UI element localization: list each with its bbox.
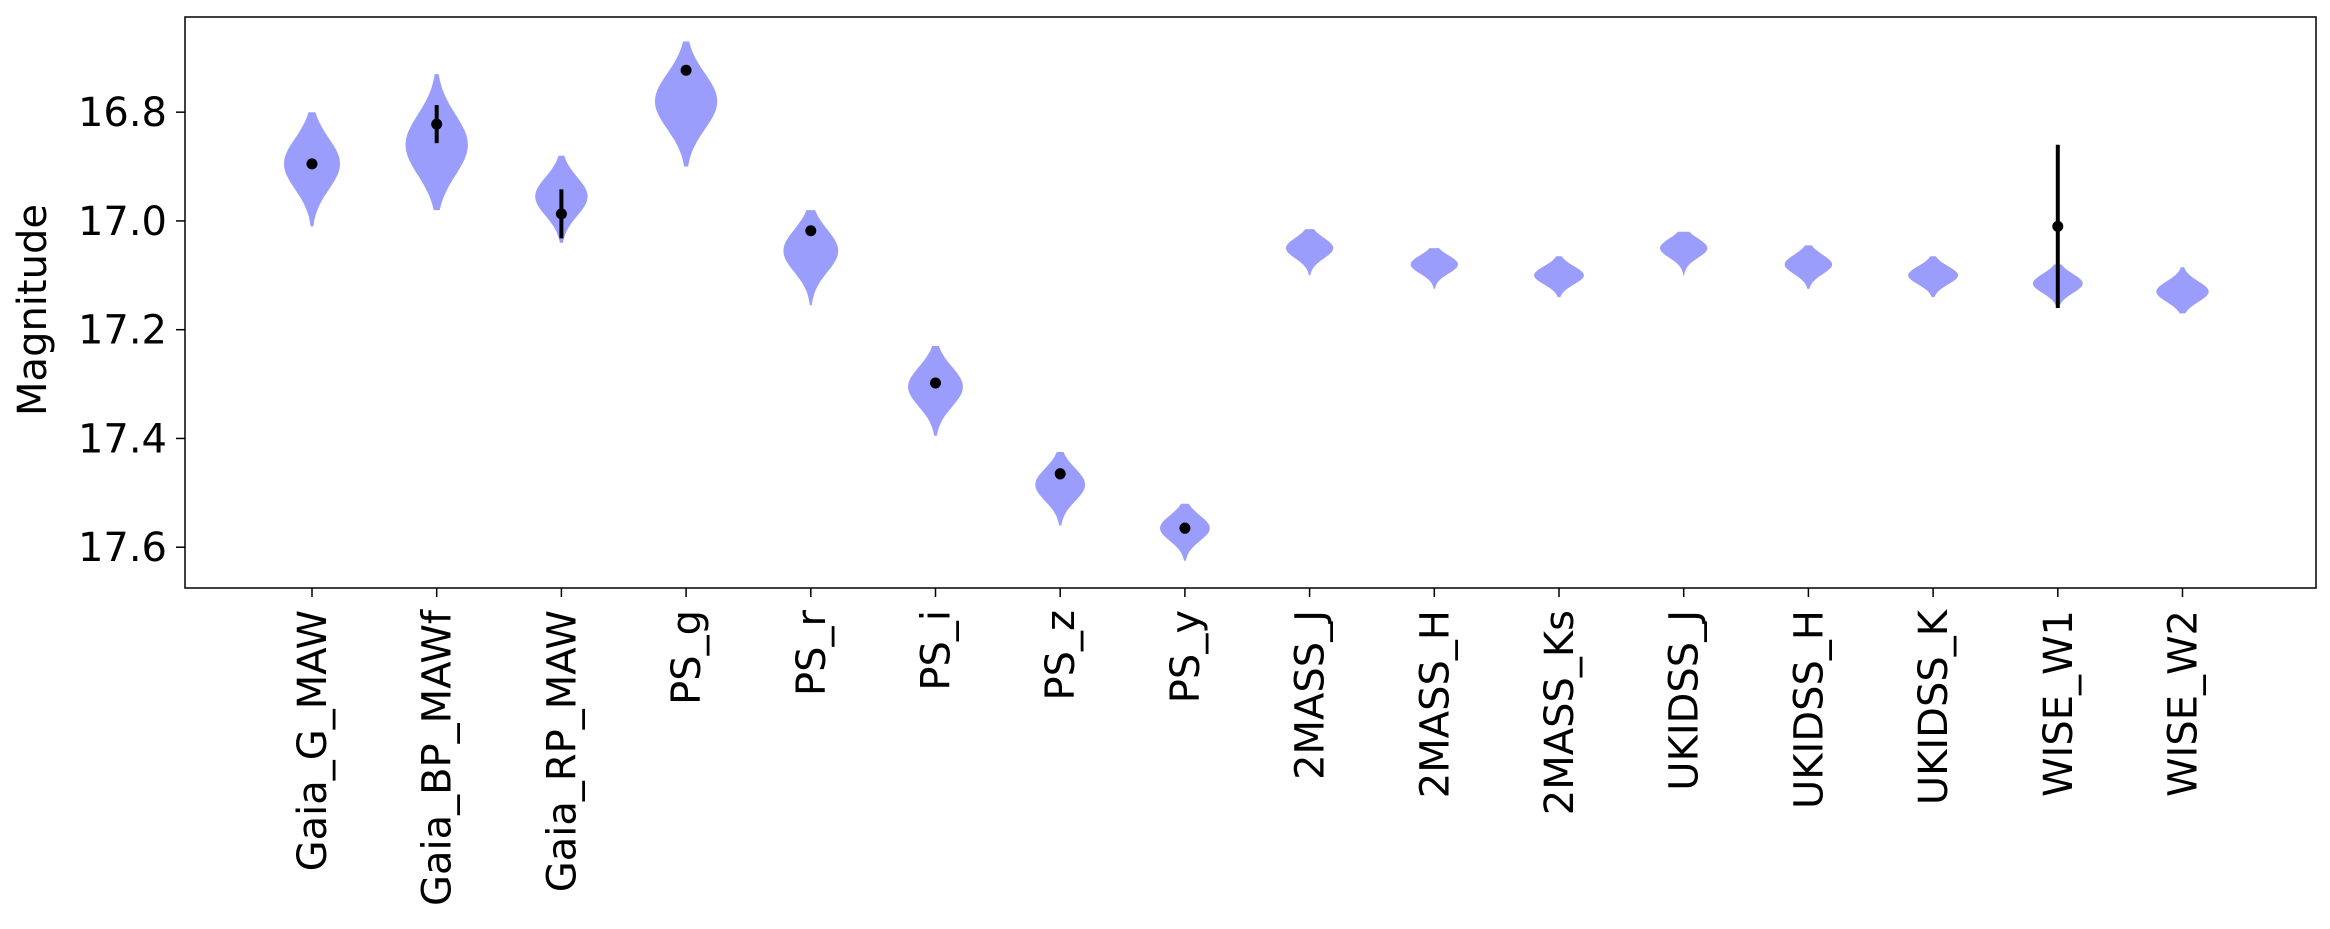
violin-PS_z bbox=[1035, 452, 1086, 526]
y-tick-label: 16.8 bbox=[78, 90, 167, 136]
violins-layer bbox=[283, 41, 2209, 561]
y-tick-label: 17.0 bbox=[78, 199, 167, 245]
x-tick-label-2MASS_H: 2MASS_H bbox=[1412, 610, 1458, 798]
point-PS_i bbox=[930, 377, 941, 389]
point-PS_z bbox=[1054, 468, 1066, 480]
x-tick-label-Gaia_G_MAW: Gaia_G_MAW bbox=[290, 610, 336, 871]
x-tick-label-WISE_W2: WISE_W2 bbox=[2161, 610, 2207, 797]
violin-UKIDSS_K bbox=[1908, 256, 1958, 298]
x-tick-label-UKIDSS_J: UKIDSS_J bbox=[1662, 610, 1708, 791]
point-Gaia_RP_MAW bbox=[555, 208, 567, 220]
point-Gaia_G_MAW bbox=[306, 158, 318, 170]
y-tick-label: 17.4 bbox=[78, 416, 167, 462]
y-tick-label: 17.2 bbox=[78, 308, 167, 354]
point-PS_g bbox=[680, 64, 692, 76]
violin-UKIDSS_J bbox=[1660, 231, 1708, 276]
plot-frame bbox=[184, 16, 2317, 589]
x-tick-label-PS_y: PS_y bbox=[1163, 610, 1209, 703]
points-layer bbox=[306, 64, 2064, 534]
x-tick-label-PS_g: PS_g bbox=[664, 610, 710, 705]
point-PS_y bbox=[1179, 522, 1191, 534]
y-axis-ticks: 16.8 17.0 17.2 17.4 17.6 bbox=[78, 90, 185, 571]
x-tick-label-Gaia_BP_MAWf: Gaia_BP_MAWf bbox=[415, 609, 461, 906]
violin-WISE_W2 bbox=[2156, 267, 2209, 314]
x-tick-label-PS_i: PS_i bbox=[914, 610, 960, 691]
x-tick-label-Gaia_RP_MAW: Gaia_RP_MAW bbox=[539, 610, 585, 892]
x-tick-label-PS_z: PS_z bbox=[1038, 610, 1084, 701]
violin-PS_i bbox=[908, 346, 963, 436]
x-tick-label-UKIDSS_K: UKIDSS_K bbox=[1911, 608, 1957, 805]
violin-2MASS_Ks bbox=[1534, 256, 1584, 298]
violin-PS_r bbox=[783, 210, 839, 306]
x-tick-label-2MASS_Ks: 2MASS_Ks bbox=[1537, 610, 1583, 815]
point-WISE_W1 bbox=[2052, 220, 2064, 232]
x-axis-ticks: Gaia_G_MAW Gaia_BP_MAWf Gaia_RP_MAW PS_g PS_… bbox=[290, 588, 2207, 906]
violin-2MASS_H bbox=[1410, 248, 1458, 289]
x-tick-label-2MASS_J: 2MASS_J bbox=[1288, 610, 1334, 780]
point-PS_r bbox=[805, 225, 817, 237]
violin-PS_g bbox=[654, 41, 718, 167]
x-tick-label-PS_r: PS_r bbox=[789, 609, 835, 696]
point-Gaia_BP_MAWf bbox=[431, 118, 443, 130]
y-tick-label: 17.6 bbox=[78, 525, 167, 571]
violin-2MASS_J bbox=[1285, 229, 1334, 276]
y-axis-label: Magnitude bbox=[10, 204, 56, 416]
x-tick-label-UKIDSS_H: UKIDSS_H bbox=[1786, 610, 1832, 809]
violin-UKIDSS_H bbox=[1784, 245, 1833, 289]
x-tick-label-WISE_W1: WISE_W1 bbox=[2036, 610, 2082, 797]
